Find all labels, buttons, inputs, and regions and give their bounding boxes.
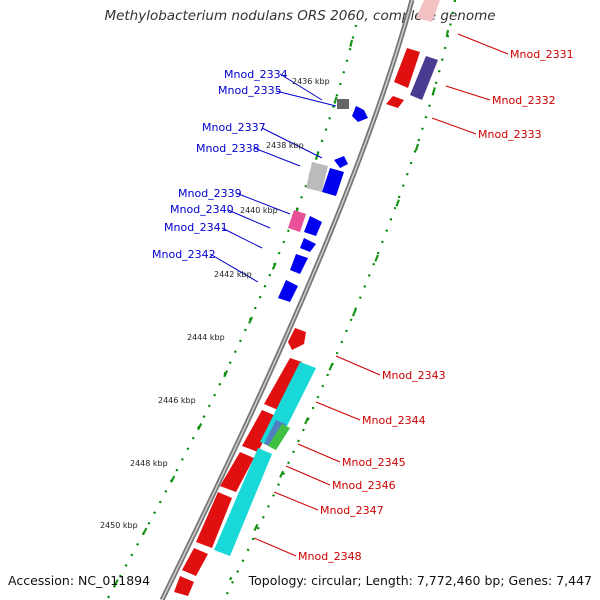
reverse-label-connectors (209, 73, 337, 283)
gene-label-mnod-2338[interactable]: Mnod_2338 (196, 142, 260, 155)
gene-mnod-2339[interactable] (288, 210, 306, 232)
gene-mnod-2340[interactable] (304, 216, 322, 236)
genome-backbone-highlight (161, 0, 413, 600)
gene-mnod-2342a[interactable] (290, 254, 308, 274)
gene-label-mnod-2340[interactable]: Mnod_2340 (170, 203, 234, 216)
gene-mnod-2341[interactable] (300, 238, 316, 252)
forward-gene-labels: Mnod_2331 Mnod_2332 Mnod_2333 Mnod_2343 … (298, 48, 574, 563)
gene-label-mnod-2343[interactable]: Mnod_2343 (382, 369, 446, 382)
kbp-label: 2438 kbp (266, 141, 304, 150)
gene-mnod-2338[interactable] (306, 162, 328, 192)
accession-text: Accession: NC_011894 (8, 573, 151, 588)
topology-text: Topology: circular; Length: 7,772,460 bp… (248, 573, 592, 588)
gene-label-mnod-2335[interactable]: Mnod_2335 (218, 84, 282, 97)
gene-mnod-2332[interactable] (394, 48, 420, 88)
gene-mnod-2342b[interactable] (278, 280, 298, 302)
reverse-gene-labels: Mnod_2334 Mnod_2335 Mnod_2337 Mnod_2338 … (152, 68, 288, 261)
outer-tick-ring-major (229, 29, 450, 581)
gene-label-mnod-2342[interactable]: Mnod_2342 (152, 248, 216, 261)
forward-label-connectors (253, 33, 509, 557)
gene-label-mnod-2346[interactable]: Mnod_2346 (332, 479, 396, 492)
gene-red-3[interactable] (220, 452, 254, 492)
gene-mnod-2346[interactable] (268, 424, 290, 450)
gene-label-mnod-2347[interactable]: Mnod_2347 (320, 504, 384, 517)
kbp-label: 2448 kbp (130, 459, 168, 468)
gene-red-5[interactable] (182, 548, 208, 576)
gene-label-mnod-2348[interactable]: Mnod_2348 (298, 550, 362, 563)
gene-red-2[interactable] (242, 410, 276, 452)
gene-red-1[interactable] (264, 358, 302, 410)
gene-red-4[interactable] (196, 492, 232, 548)
gene-mnod-2331[interactable] (416, 0, 440, 22)
gene-label-mnod-2332[interactable]: Mnod_2332 (492, 94, 556, 107)
gene-label-mnod-2341[interactable]: Mnod_2341 (164, 221, 228, 234)
gene-mnod-2338b[interactable] (322, 168, 344, 196)
kbp-label: 2436 kbp (292, 77, 330, 86)
kbp-label: 2444 kbp (187, 333, 225, 342)
gene-mnod-2335[interactable] (352, 106, 368, 122)
gene-mnod-2332b[interactable] (410, 56, 438, 100)
kbp-label: 2450 kbp (100, 521, 138, 530)
map-title: Methylobacterium nodulans ORS 2060, comp… (104, 8, 496, 24)
gene-label-mnod-2333[interactable]: Mnod_2333 (478, 128, 542, 141)
kbp-label: 2442 kbp (214, 270, 252, 279)
gene-mnod-2343[interactable] (288, 328, 306, 350)
gene-label-mnod-2337[interactable]: Mnod_2337 (202, 121, 266, 134)
reverse-strand-genes (278, 99, 368, 302)
gene-red-6[interactable] (174, 576, 194, 596)
kbp-label: 2446 kbp (158, 396, 196, 405)
kbp-label: 2440 kbp (240, 206, 278, 215)
gene-mnod-2347[interactable] (214, 448, 272, 556)
gene-label-mnod-2339[interactable]: Mnod_2339 (178, 187, 242, 200)
gene-label-mnod-2334[interactable]: Mnod_2334 (224, 68, 288, 81)
gene-mnod-2337[interactable] (334, 156, 348, 168)
forward-strand-genes (174, 0, 440, 596)
gene-label-mnod-2331[interactable]: Mnod_2331 (510, 48, 574, 61)
gene-label-mnod-2345[interactable]: Mnod_2345 (342, 456, 406, 469)
gene-label-mnod-2344[interactable]: Mnod_2344 (362, 414, 426, 427)
gene-mnod-2334[interactable] (337, 99, 349, 109)
gene-mnod-2333[interactable] (386, 96, 404, 108)
kbp-labels: 2436 kbp 2438 kbp 2440 kbp 2442 kbp 2444… (100, 77, 330, 530)
